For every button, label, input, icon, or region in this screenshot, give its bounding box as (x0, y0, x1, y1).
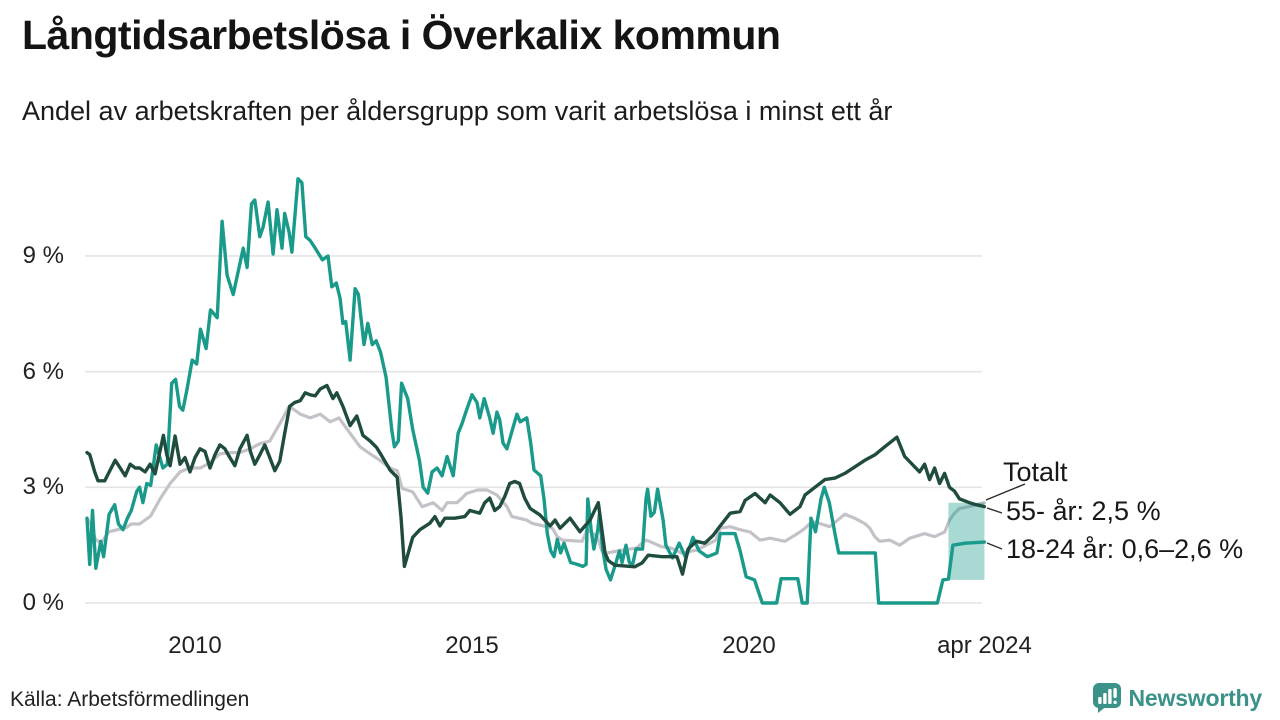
x-axis-tick-label: 2015 (445, 632, 499, 659)
annotation-connector (986, 507, 1003, 514)
annotation-connector (986, 542, 1003, 550)
y-axis-tick-label: 6 % (22, 357, 64, 385)
series-line-55-r (85, 383, 987, 576)
newsworthy-logo-text: Newsworthy (1128, 684, 1263, 711)
y-axis-tick-label: 0 % (22, 589, 64, 616)
uncertainty-band (948, 502, 985, 580)
page-subtitle: Andel av arbetskraften per åldersgrupp s… (22, 96, 893, 126)
source-text: Källa: Arbetsförmedlingen (10, 688, 250, 711)
newsworthy-logo: Newsworthy (1092, 682, 1262, 714)
y-axis-tick-label: 9 % (22, 241, 64, 269)
annotation-18-24-ar: 18-24 år: 0,6–2,6 % (1006, 534, 1244, 564)
annotation-connector (985, 483, 1026, 501)
series-line-18-24r (85, 177, 987, 605)
x-axis-tick-label: apr 2024 (937, 632, 1032, 659)
newsworthy-logo-icon (1092, 683, 1121, 713)
series-line-totalt (85, 404, 987, 555)
y-axis-tick-label: 3 % (22, 473, 64, 501)
annotation-totalt: Totalt (1003, 457, 1068, 487)
annotation-55-ar: 55- år: 2,5 % (1006, 496, 1161, 526)
page-title: Långtidsarbetslösa i Överkalix kommun (22, 12, 781, 58)
x-axis-tick-label: 2010 (168, 632, 222, 659)
x-axis-tick-label: 2020 (722, 632, 776, 659)
